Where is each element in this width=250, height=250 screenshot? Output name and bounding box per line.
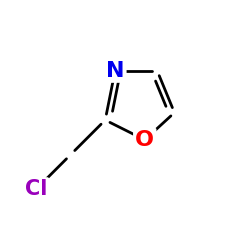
Text: Cl: Cl bbox=[25, 179, 47, 199]
Text: N: N bbox=[106, 60, 124, 80]
Text: O: O bbox=[135, 130, 154, 150]
